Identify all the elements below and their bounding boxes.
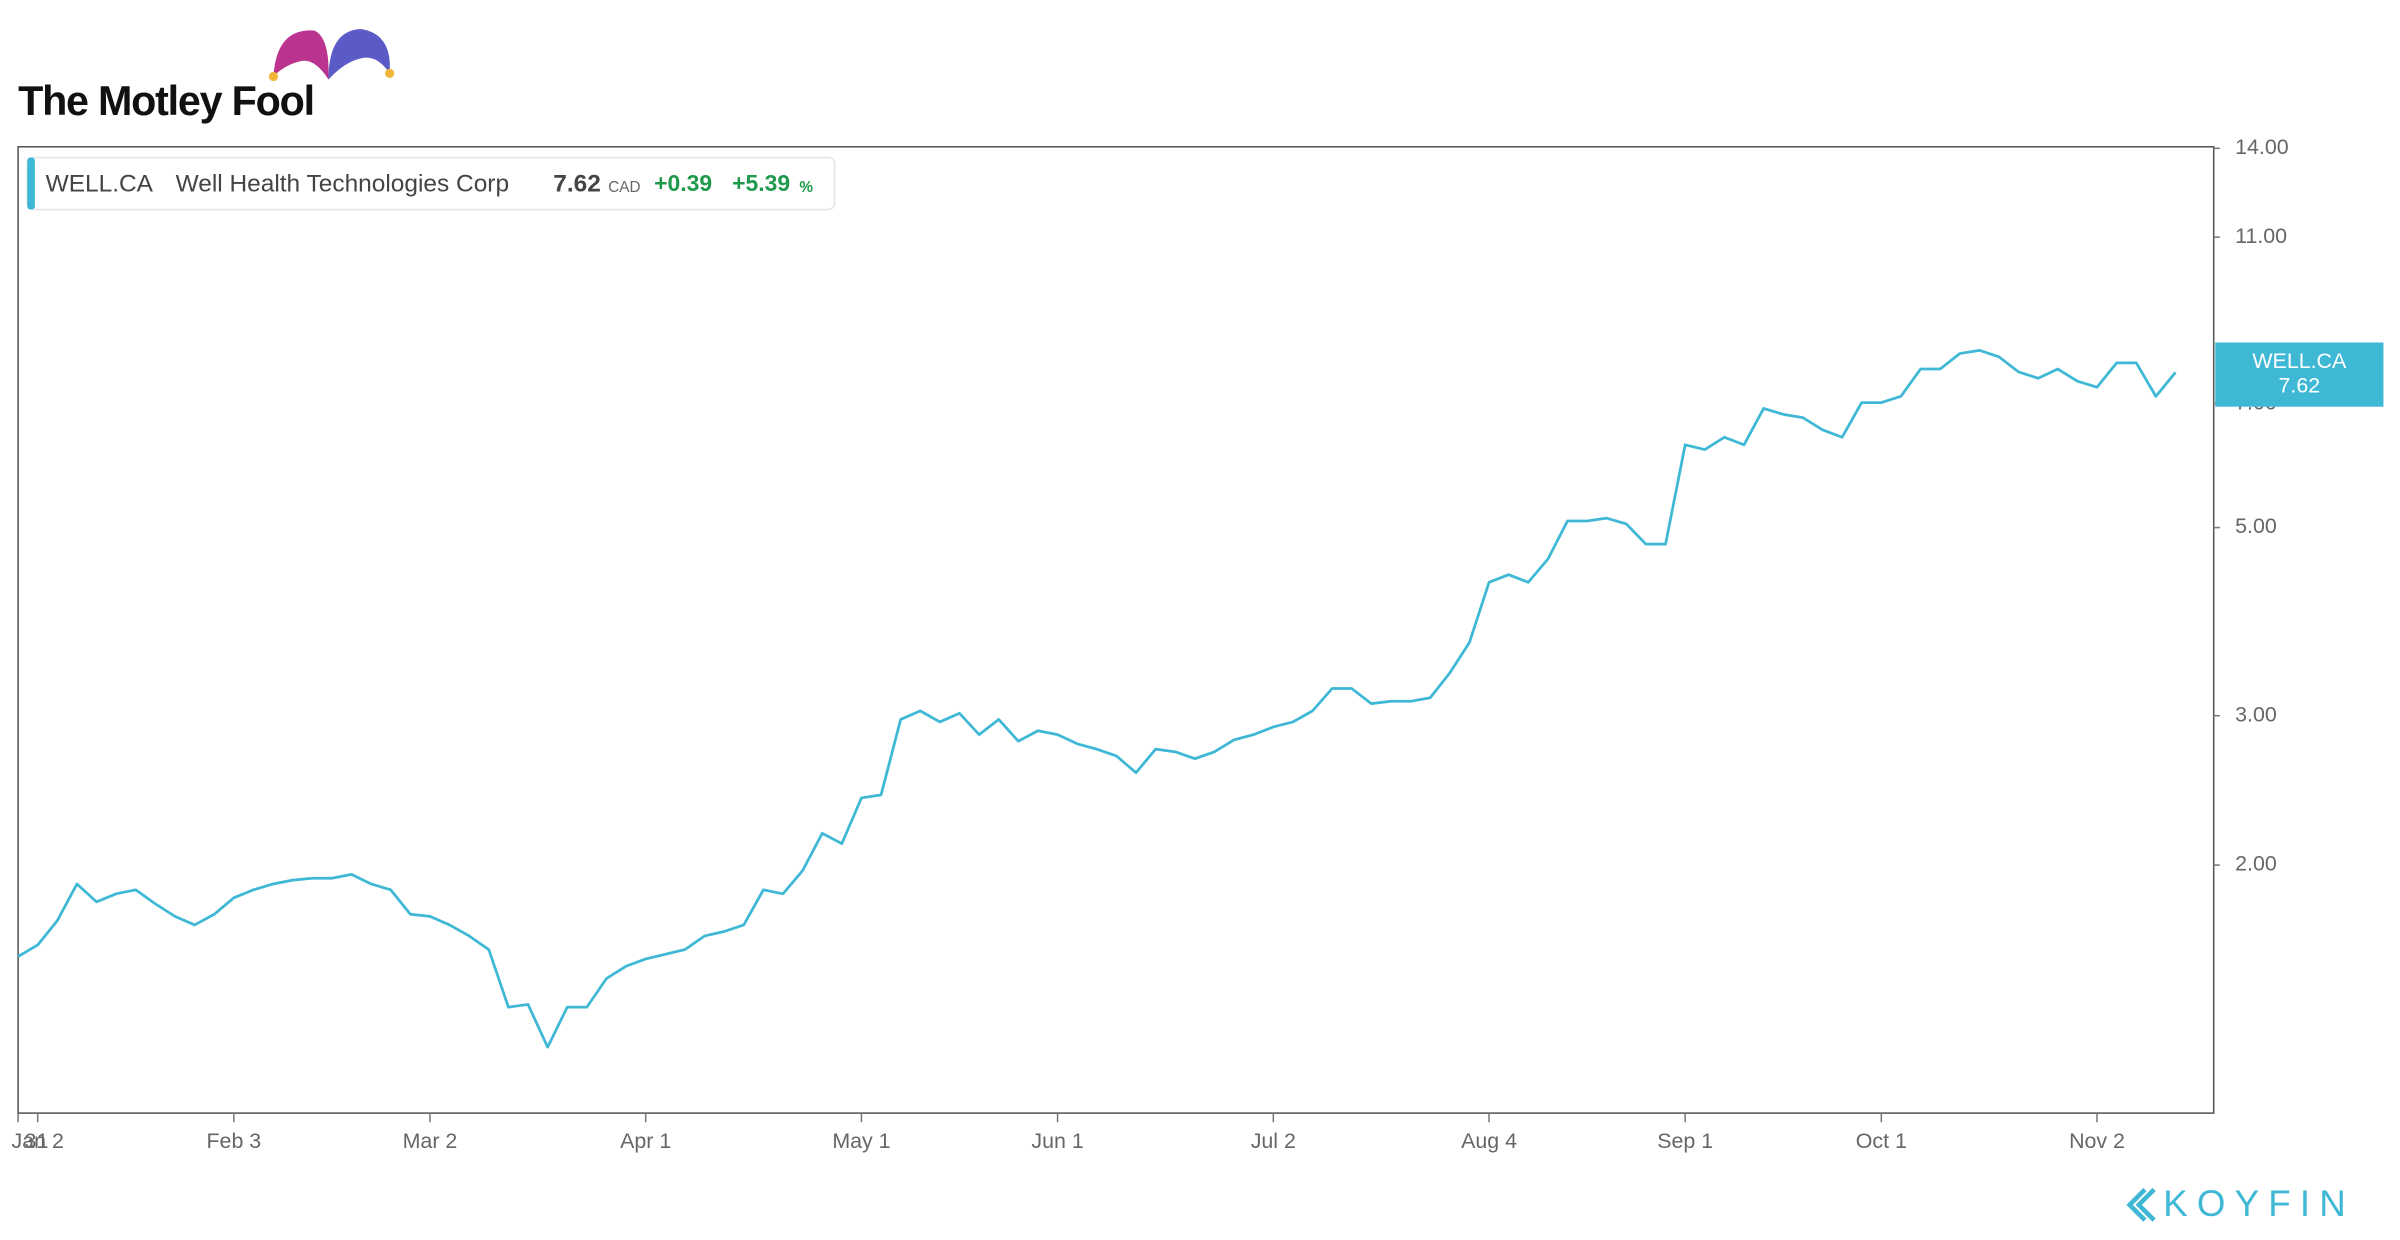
logo-hat-right <box>328 29 390 80</box>
x-tick-label: 31 <box>25 1129 49 1153</box>
legend-ticker: WELL.CA <box>46 170 154 197</box>
legend-pct-unit: % <box>799 179 813 196</box>
logo-bell <box>385 68 395 78</box>
y-tick-label: 3.00 <box>2235 702 2277 726</box>
badge-bg <box>2215 342 2384 407</box>
watermark-icon <box>2126 1187 2156 1222</box>
watermark-text: KOYFIN <box>2163 1183 2355 1224</box>
logo-hat-left <box>273 30 329 80</box>
legend-currency: CAD <box>608 179 640 196</box>
watermark: KOYFIN <box>2126 1183 2355 1224</box>
legend-change-pct: +5.39 <box>732 170 790 196</box>
x-tick-label: Apr 1 <box>620 1129 671 1153</box>
x-tick-label: Nov 2 <box>2069 1129 2125 1153</box>
logo: The Motley Fool <box>18 29 395 124</box>
plot-frame <box>17 146 2215 1114</box>
legend: WELL.CA Well Health Technologies Corp 7.… <box>26 156 836 211</box>
x-tick-label: Jan 2 <box>12 1129 64 1153</box>
x-tick-label: Aug 4 <box>1461 1129 1517 1153</box>
y-tick-label: 11.00 <box>2235 224 2287 248</box>
legend-swatch <box>27 157 35 210</box>
y-tick-label: 2.00 <box>2235 852 2277 876</box>
logo-text: The Motley Fool <box>18 78 314 124</box>
x-tick-label: Feb 3 <box>206 1129 261 1153</box>
y-tick-label: 14.00 <box>2235 135 2289 159</box>
x-tick-label: Jul 2 <box>1251 1129 1296 1153</box>
last-value-badge: WELL.CA 7.62 <box>2215 342 2384 407</box>
x-tick-label: May 1 <box>832 1129 890 1153</box>
legend-name: Well Health Technologies Corp <box>176 170 509 197</box>
y-tick-label: 5.00 <box>2235 514 2277 538</box>
badge-ticker: WELL.CA <box>2252 349 2347 373</box>
x-tick-label: Mar 2 <box>403 1129 458 1153</box>
legend-change: +0.39 <box>654 170 712 196</box>
x-tick-label: Jun 1 <box>1031 1129 1083 1153</box>
logo-bell <box>268 71 279 82</box>
x-tick-label: Oct 1 <box>1856 1129 1907 1153</box>
x-tick-label: Sep 1 <box>1657 1129 1713 1153</box>
price-line <box>17 348 2177 1049</box>
legend-price: 7.62 <box>553 170 601 197</box>
badge-value: 7.62 <box>2279 373 2321 397</box>
